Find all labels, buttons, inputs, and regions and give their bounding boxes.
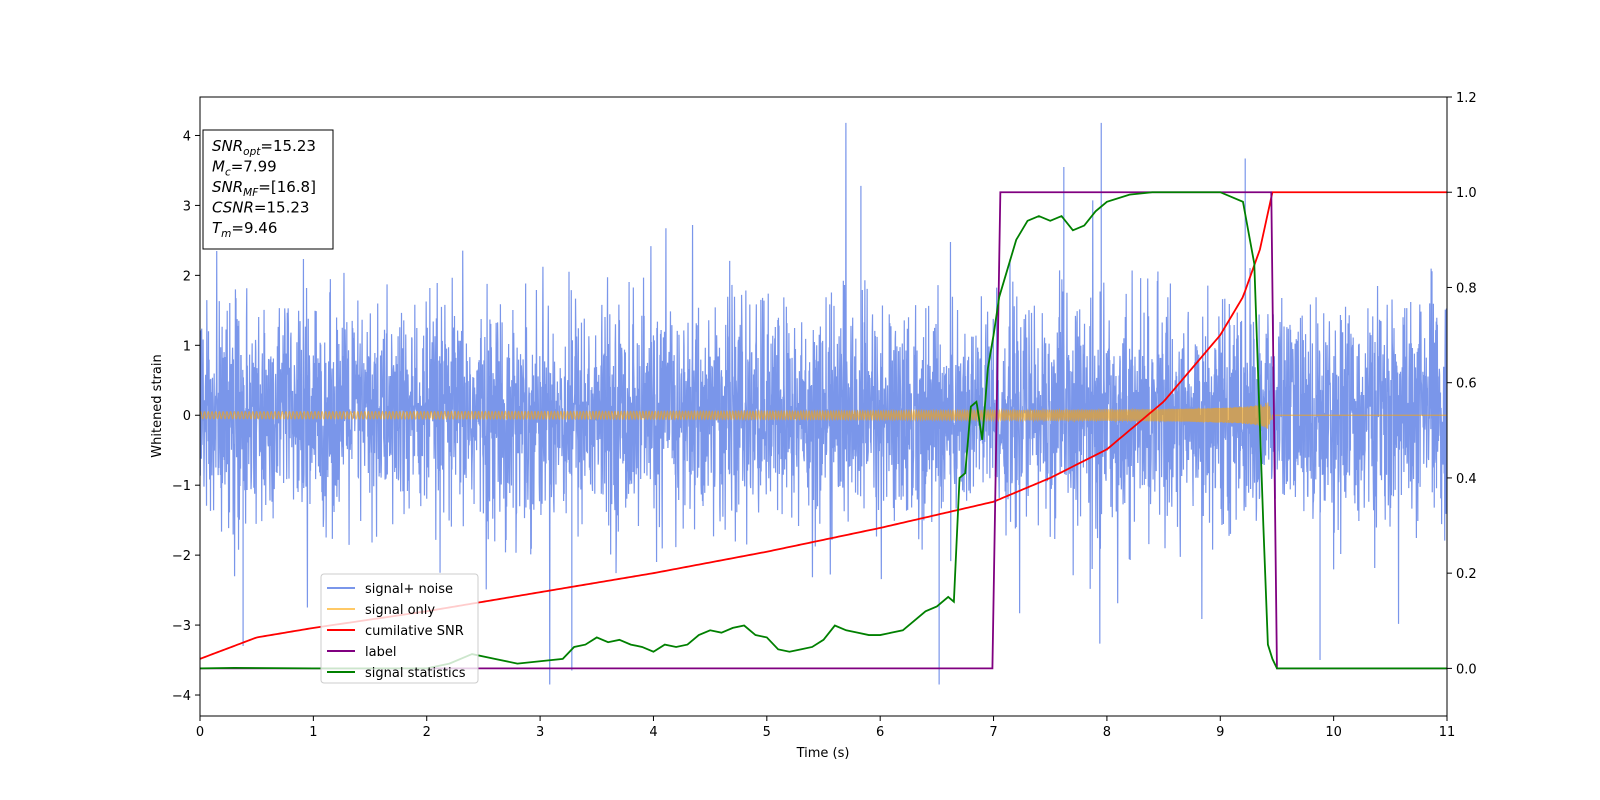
signal-plus-noise-trace [200,122,1447,685]
x-tick-label: 6 [876,725,884,740]
info-box-line: SNRMF=[16.8] [212,178,316,199]
y-tick-label: −3 [172,619,191,634]
info-box-frame [202,129,334,250]
y2-tick-label: 0.4 [1456,472,1477,487]
signal-plus-noise-line [200,122,1447,685]
info-box-line: Mc=7.99 [212,158,277,179]
y2-tick-label: 0.0 [1456,662,1477,677]
y-tick-label: 3 [183,199,191,214]
x-tick-label: 10 [1325,725,1342,740]
legend-label: signal statistics [365,666,466,681]
legend-label: label [365,645,396,660]
y2-tick-label: 0.2 [1456,567,1477,582]
x-axis-label: Time (s) [796,746,850,761]
y-axis-label: Whitened strain [150,354,165,457]
legend-label: signal only [365,603,435,618]
x-axis: 0 1 2 3 4 5 6 7 8 9 10 11 [196,716,1455,740]
legend-label: cumilative SNR [365,624,464,639]
x-tick-label: 3 [536,725,544,740]
info-box: SNRopt=15.23Mc=7.99SNRMF=[16.8]CSNR=15.2… [202,129,334,250]
x-tick-label: 0 [196,725,204,740]
y-tick-label: −1 [172,479,191,494]
legend: signal+ noise signal only cumilative SNR la… [320,573,479,684]
x-tick-label: 2 [423,725,431,740]
y-tick-label: −2 [172,549,191,564]
legend-label: signal+ noise [365,582,453,597]
x-tick-label: 9 [1216,725,1224,740]
info-box-line: Tm=9.46 [212,219,277,240]
x-tick-label: 4 [649,725,657,740]
x-tick-label: 1 [309,725,317,740]
x-tick-label: 5 [763,725,771,740]
x-tick-label: 11 [1439,725,1456,740]
y2-tick-label: 1.0 [1456,186,1477,201]
legend-frame [320,573,479,684]
y-tick-label: 0 [183,409,191,424]
x-tick-label: 7 [989,725,997,740]
info-box-line: CSNR=15.23 [212,199,309,217]
y2-tick-label: 0.6 [1456,377,1477,392]
signal-statistics-line [200,191,1447,670]
y-tick-label: −4 [172,689,191,704]
x-tick-label: 8 [1103,725,1111,740]
y2-tick-label: 0.8 [1456,281,1477,296]
y-tick-label: 1 [183,339,191,354]
y-axis-left: −4 −3 −2 −1 0 1 2 3 4 [172,129,200,704]
signal-only-line [200,402,1447,429]
y-axis-right: 0.0 0.2 0.4 0.6 0.8 1.0 1.2 [1447,91,1477,677]
signal-only-trace [200,402,1447,429]
y-tick-label: 4 [183,129,191,144]
y-tick-label: 2 [183,269,191,284]
info-box-line: SNRopt=15.23 [212,137,316,158]
plot-frame [199,96,1448,717]
y2-tick-label: 1.2 [1456,91,1477,106]
